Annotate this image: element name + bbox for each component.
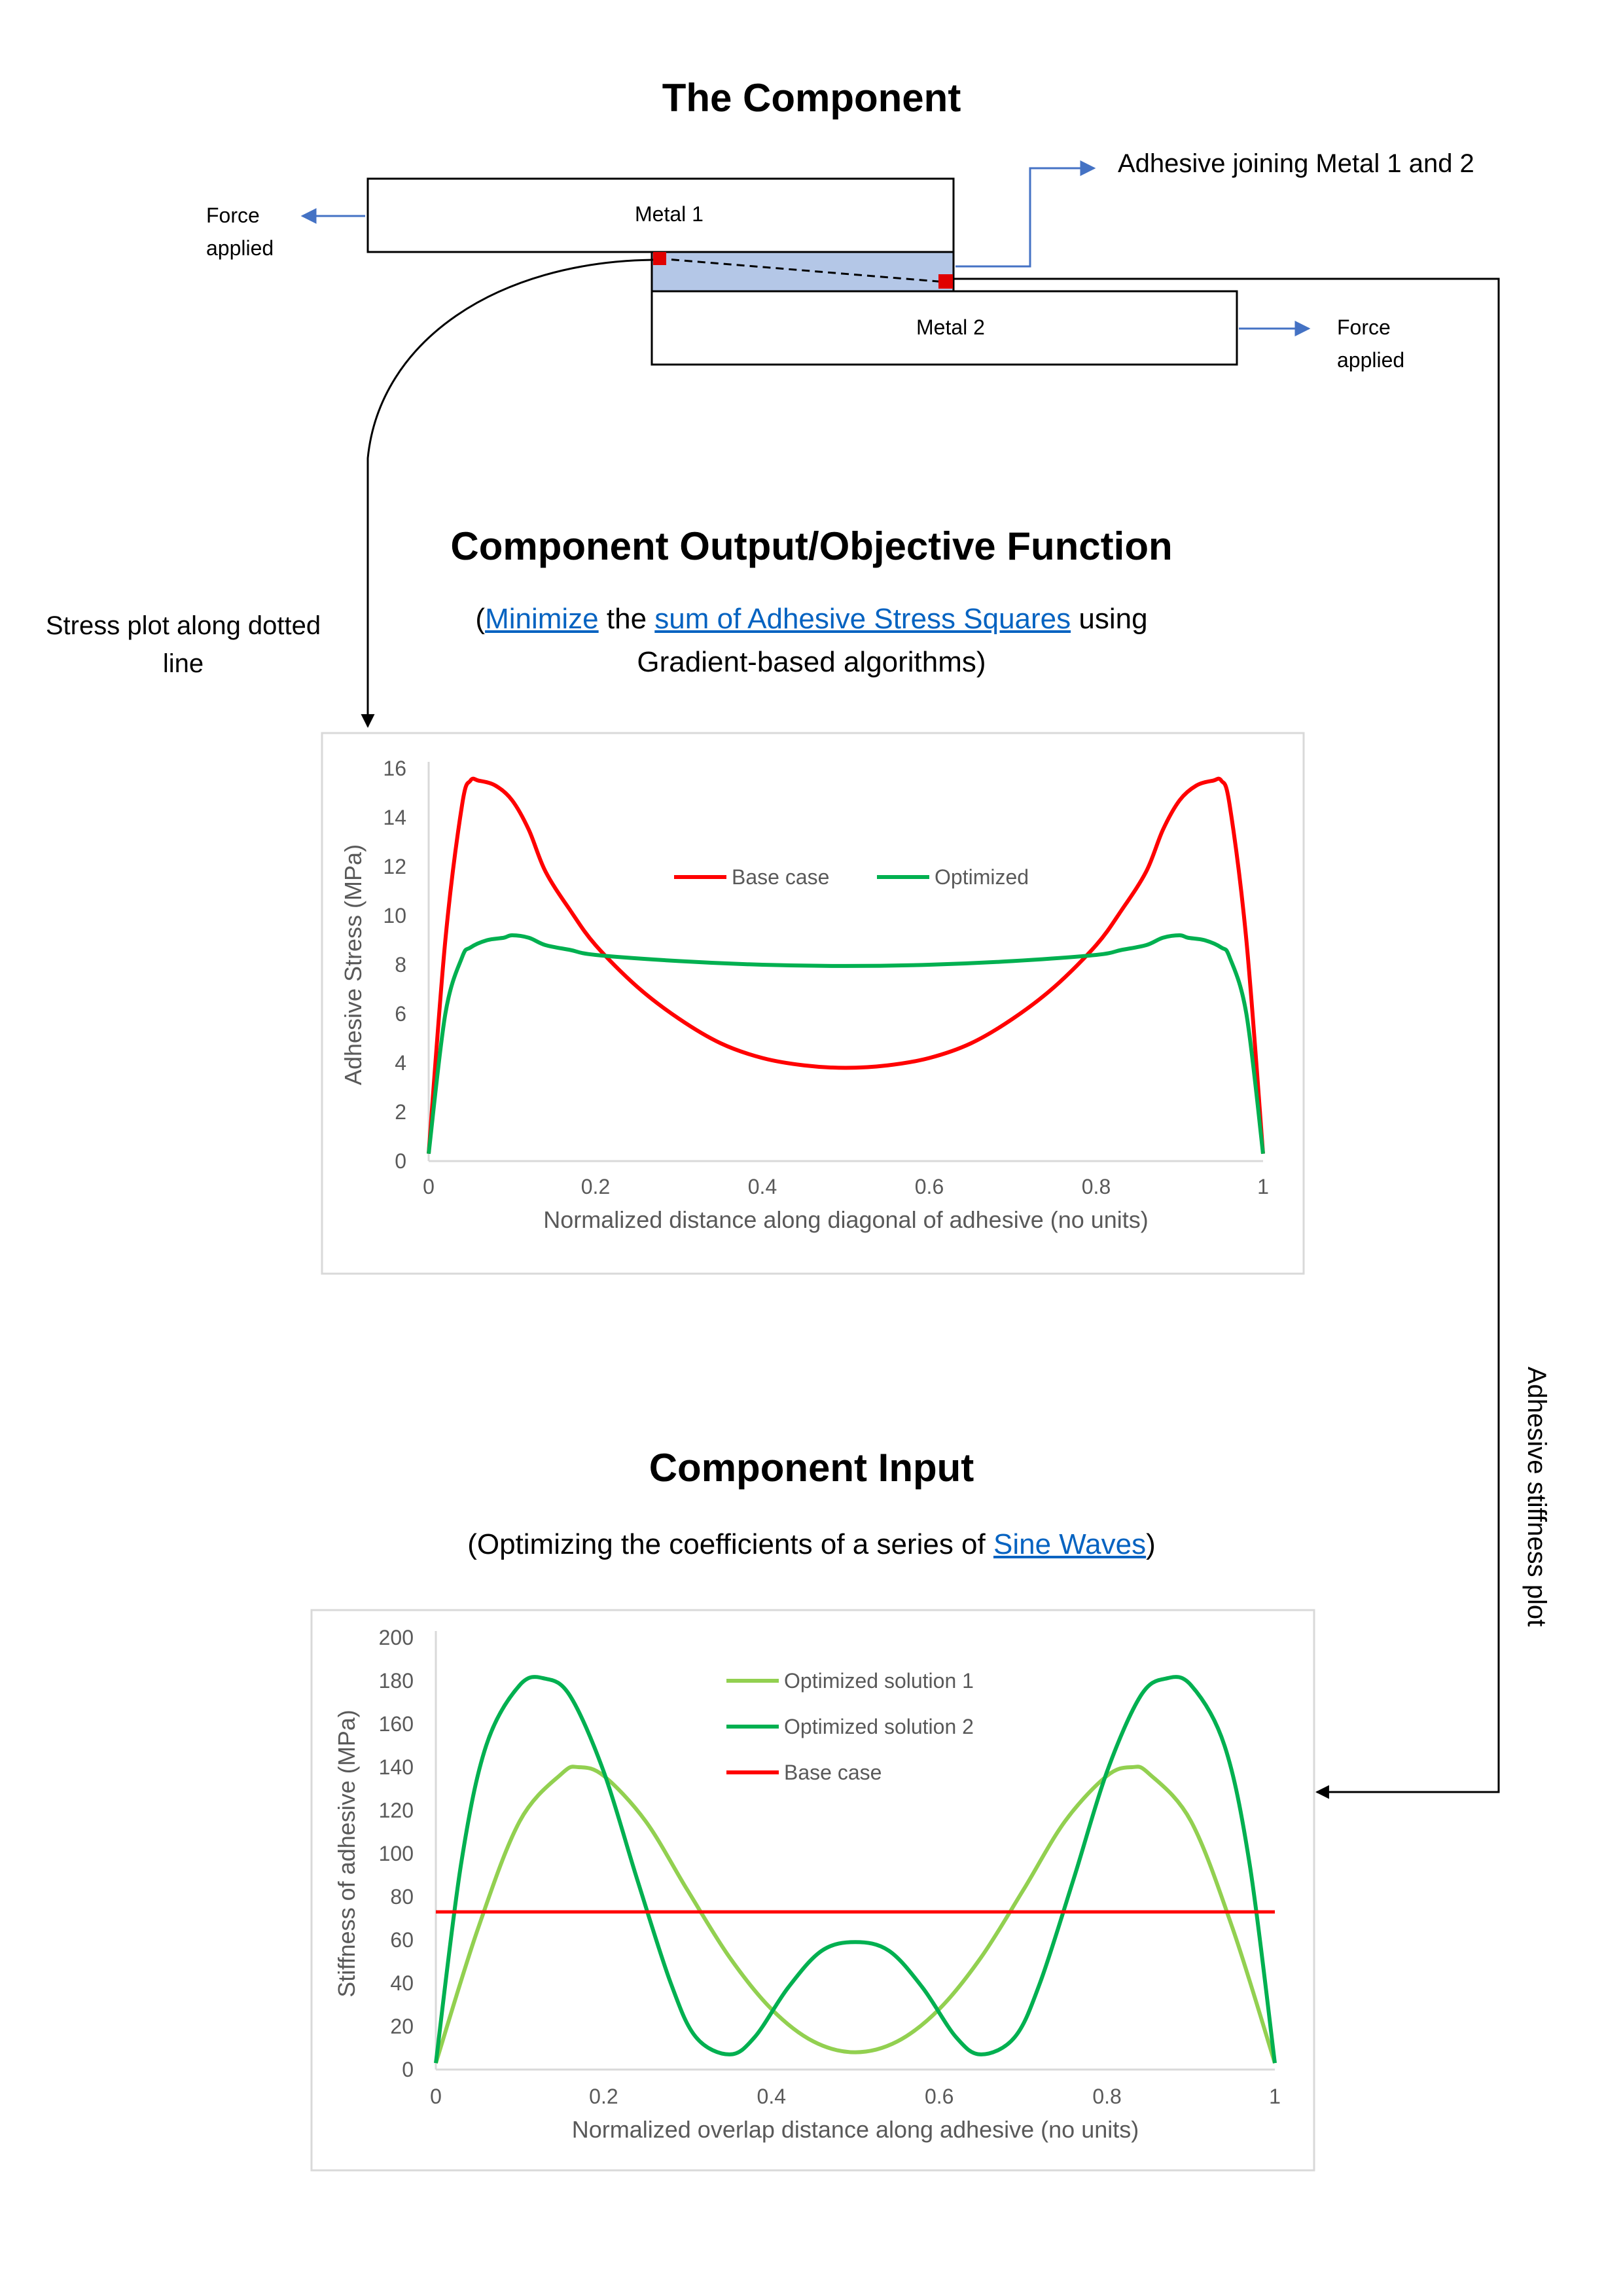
legend-label-0: Base case [732, 865, 829, 889]
input-title: Component Input [649, 1446, 974, 1490]
stress-chart: 0 2 4 6 8 10 12 14 16 0 0.2 0.4 0.6 0.8 1 Normalized di… [321, 732, 1305, 1275]
y-axis-title: Stiffness of adhesive (MPa) [333, 1710, 360, 1998]
output-line-2: Gradient-based algorithms) [637, 646, 986, 678]
metal-1-block [366, 177, 955, 253]
input-description: (Optimizing the coefficients of a series… [0, 1523, 1623, 1566]
force-right-line-2: applied [1337, 348, 1405, 372]
legend-label-1: Optimized [935, 865, 1029, 889]
x-tick-label: 0 [423, 1175, 435, 1198]
end-marker [938, 274, 953, 289]
adhesive-layer [651, 251, 955, 293]
output-description: (Minimize the sum of Adhesive Stress Squ… [0, 598, 1623, 684]
x-tick-label: 0.8 [1082, 1175, 1111, 1198]
adhesive-label: Adhesive joining Metal 1 and 2 [1118, 149, 1474, 178]
y-tick-label: 0 [395, 1149, 406, 1173]
stiffness-chart-frame [310, 1609, 1315, 2172]
legend-label-2: Base case [784, 1761, 882, 1784]
stiffness-chart: 0 20 40 60 80 100 120 140 160 180 200 0 0.2 0.4 0.6 0.8… [310, 1609, 1315, 2172]
start-marker [653, 252, 666, 265]
x-tick-label: 0.4 [757, 2085, 786, 2108]
sine-waves-link[interactable]: Sine Waves [993, 1528, 1147, 1560]
stiffness-plot-note: Adhesive stiffness plot [1522, 1367, 1551, 1627]
y-tick-label: 40 [390, 1971, 414, 1995]
x-axis-title: Normalized overlap distance along adhesi… [572, 2116, 1139, 2143]
y-tick-label: 10 [383, 904, 406, 927]
stress-note-line-2: line [162, 649, 204, 678]
y-tick-label: 180 [379, 1669, 414, 1693]
force-right-line-1: Force [1337, 315, 1391, 339]
stress-plot-note: Stress plot along dotted line [26, 607, 340, 683]
output-line-1: (Minimize the sum of Adhesive Stress Squ… [0, 598, 1623, 641]
output-title: Component Output/Objective Function [450, 524, 1173, 568]
x-tick-label: 0.2 [589, 2085, 618, 2108]
y-tick-label: 80 [390, 1885, 414, 1909]
y-tick-label: 100 [379, 1842, 414, 1865]
y-tick-label: 140 [379, 1755, 414, 1779]
y-tick-label: 12 [383, 855, 406, 878]
force-left-label: Force applied [206, 199, 274, 264]
y-tick-label: 2 [395, 1100, 406, 1124]
y-tick-label: 60 [390, 1928, 414, 1952]
y-tick-label: 160 [379, 1712, 414, 1736]
x-tick-label: 0.8 [1092, 2085, 1121, 2108]
y-tick-label: 120 [379, 1799, 414, 1822]
y-tick-label: 0 [402, 2058, 414, 2081]
x-tick-label: 0 [430, 2085, 442, 2108]
x-tick-label: 1 [1257, 1175, 1269, 1198]
x-tick-label: 0.6 [925, 2085, 954, 2108]
y-tick-label: 6 [395, 1002, 406, 1026]
y-axis-title: Adhesive Stress (MPa) [340, 844, 366, 1085]
adhesive-diagonal-line [658, 257, 947, 283]
force-right-label: Force applied [1337, 311, 1404, 376]
y-tick-label: 200 [379, 1626, 414, 1649]
force-left-line-1: Force [206, 204, 260, 227]
component-title: The Component [662, 76, 961, 120]
x-axis-title: Normalized distance along diagonal of ad… [543, 1206, 1149, 1233]
paren-open: ( [475, 603, 486, 635]
y-tick-label: 20 [390, 2015, 414, 2038]
series-line-1 [427, 933, 1265, 1155]
x-tick-label: 1 [1269, 2085, 1281, 2108]
metal-1-label: Metal 1 [635, 202, 704, 226]
y-tick-label: 4 [395, 1051, 406, 1075]
input-text-after: ) [1146, 1528, 1156, 1560]
adhesive-label-connector [955, 160, 1096, 268]
stress-chart-frame [321, 732, 1305, 1275]
x-tick-label: 0.6 [915, 1175, 944, 1198]
output-mid-text: the [598, 603, 655, 635]
x-tick-label: 0.4 [748, 1175, 777, 1198]
x-tick-label: 0.2 [581, 1175, 610, 1198]
output-end-text: using [1071, 603, 1148, 635]
series-line-0 [434, 1765, 1277, 2064]
metal-2-label: Metal 2 [916, 315, 985, 339]
stiffness-plot-arrow [954, 278, 1500, 1799]
legend-label-0: Optimized solution 1 [784, 1669, 974, 1693]
stress-note-line-1: Stress plot along dotted [45, 611, 321, 640]
y-tick-label: 16 [383, 757, 406, 780]
stress-plot-arrow [361, 259, 654, 728]
force-left-line-2: applied [206, 236, 274, 260]
input-text-before: (Optimizing the coefficients of a series… [467, 1528, 993, 1560]
legend-label-1: Optimized solution 2 [784, 1715, 974, 1738]
stress-squares-link[interactable]: sum of Adhesive Stress Squares [654, 603, 1071, 635]
y-tick-label: 14 [383, 806, 406, 829]
series-line-1 [434, 1675, 1277, 2064]
metal-2-block [651, 290, 1238, 366]
y-tick-label: 8 [395, 953, 406, 977]
minimize-link[interactable]: Minimize [485, 603, 599, 635]
series-line-0 [427, 776, 1265, 1154]
